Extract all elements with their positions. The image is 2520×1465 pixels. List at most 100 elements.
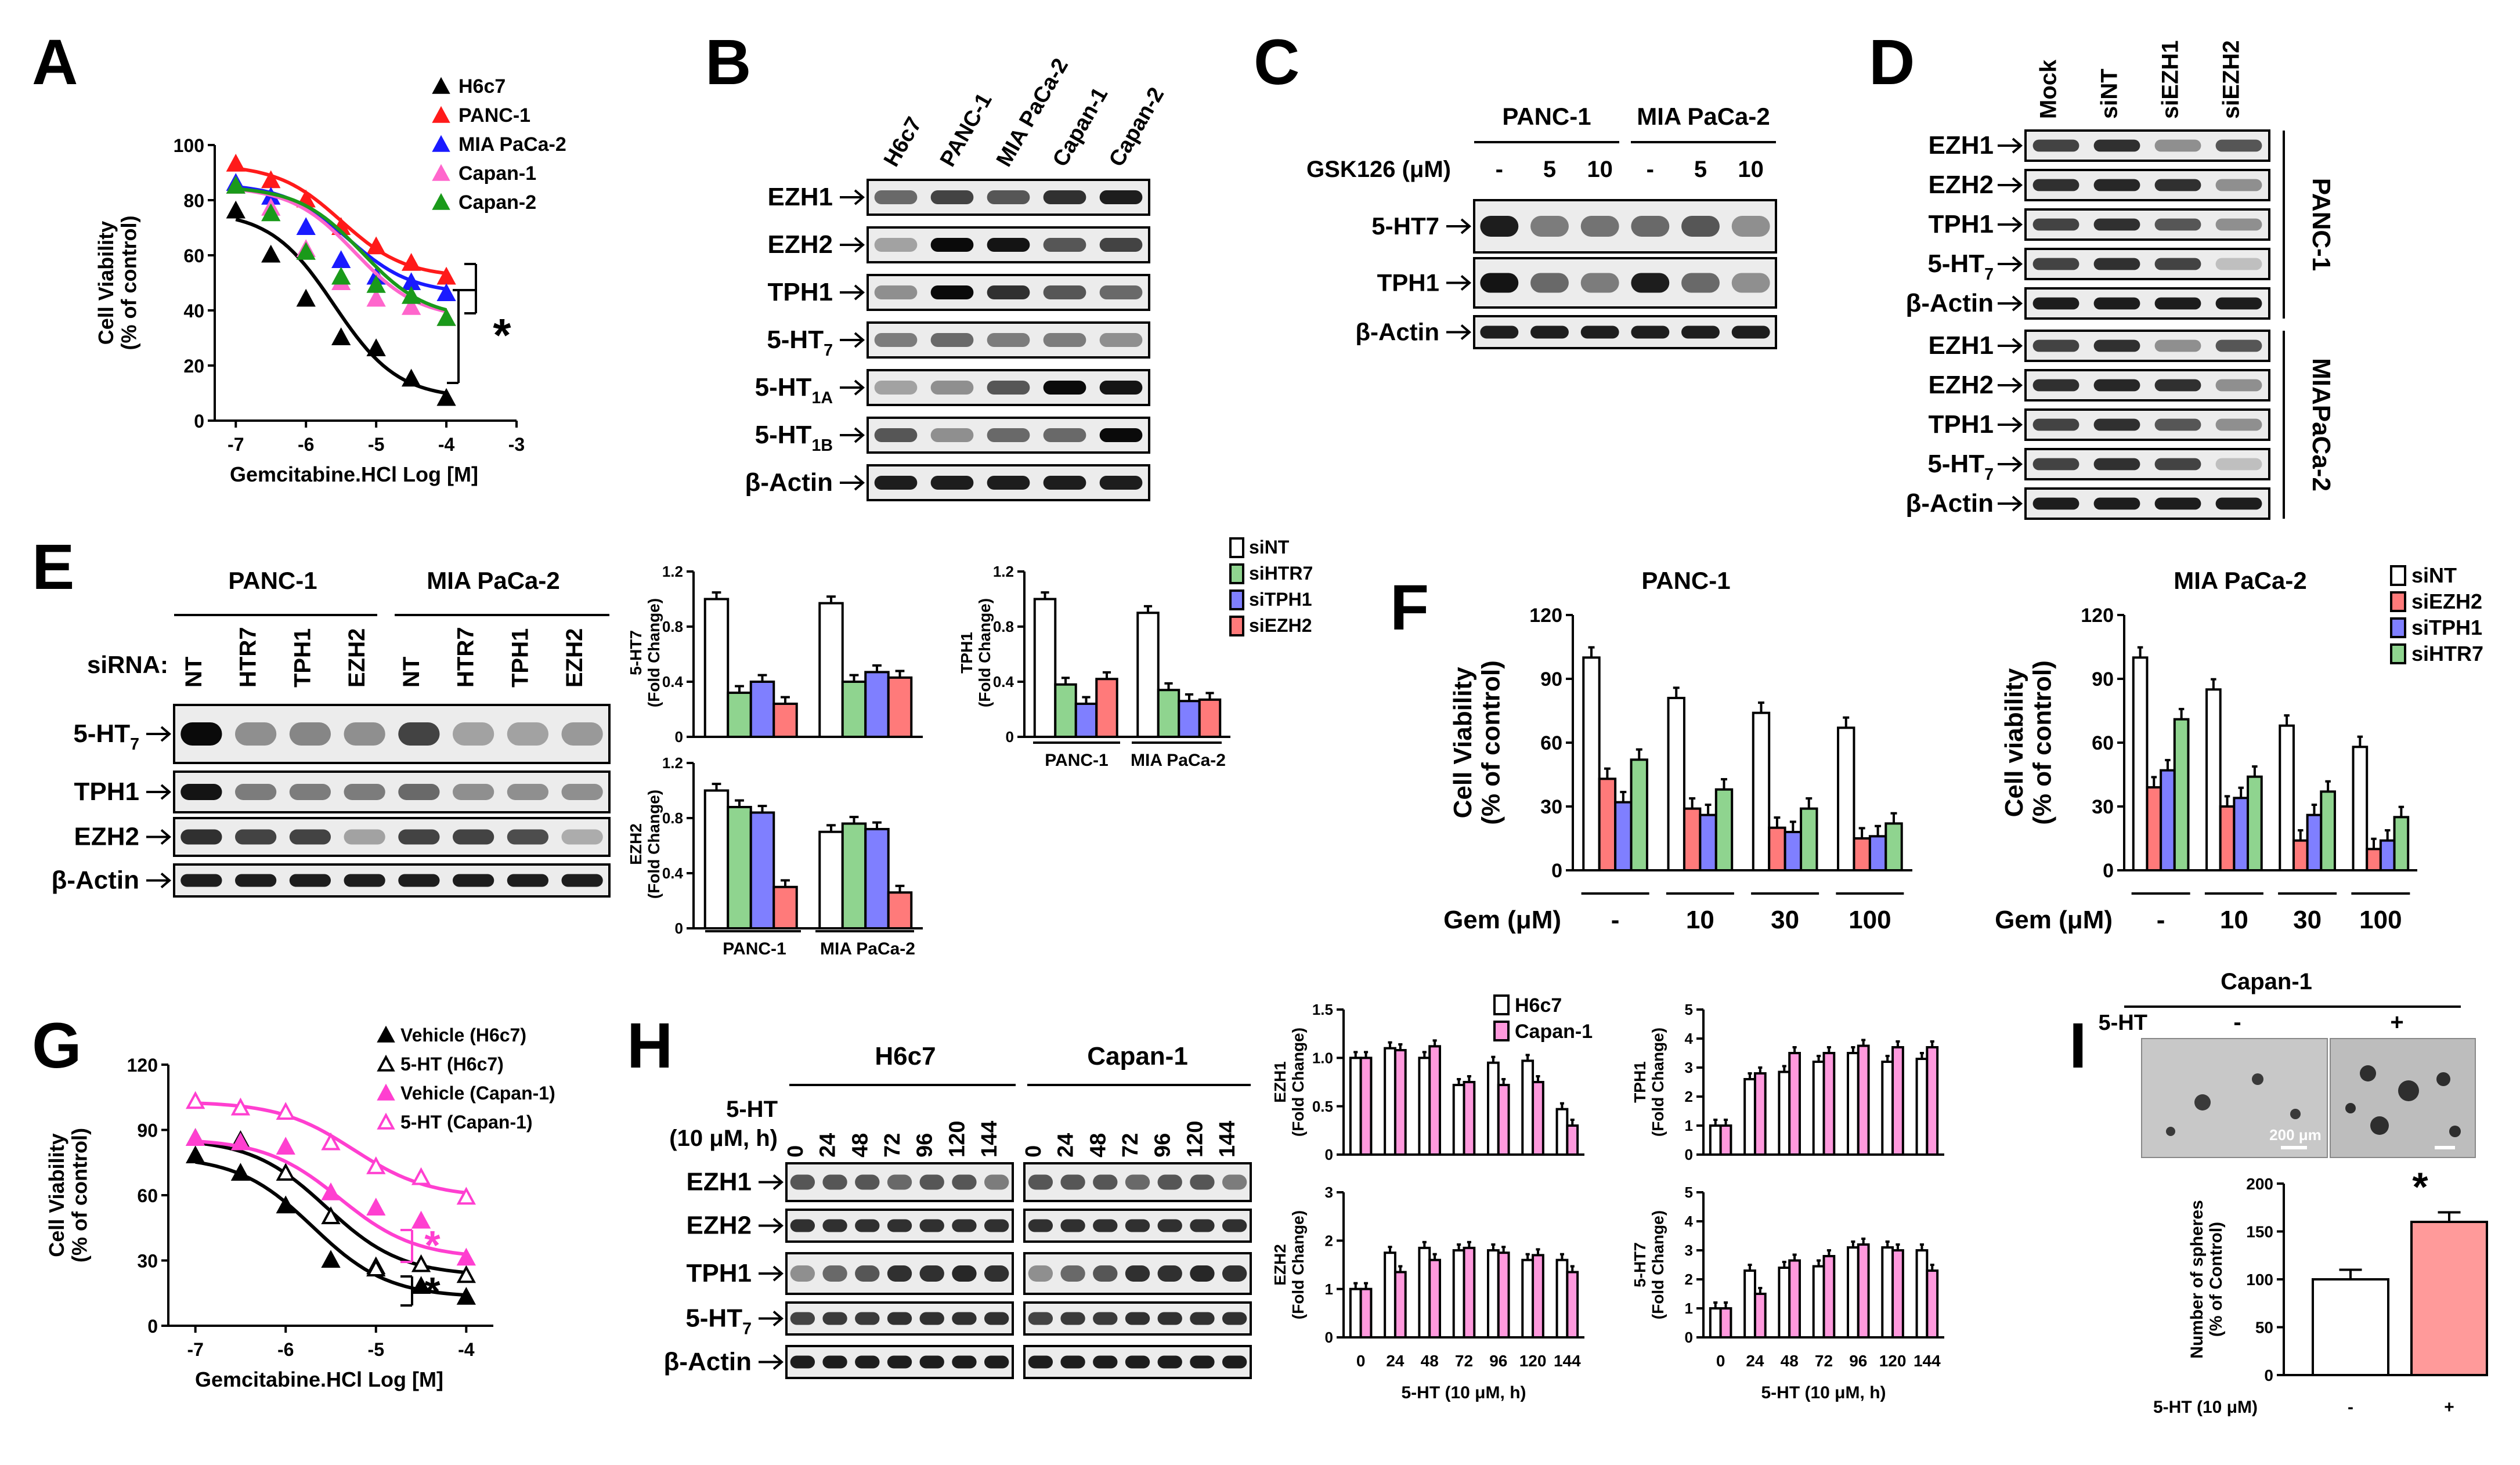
y-tick-label: 0.4 bbox=[662, 864, 684, 882]
blot-d-0-2-band bbox=[2154, 218, 2201, 231]
sirna-label: siRNA: bbox=[87, 651, 168, 678]
blot-d-1-1-band bbox=[2093, 379, 2140, 392]
blot-e-3-band bbox=[180, 874, 222, 887]
x-axis-label: 5-HT (10 μM, h) bbox=[1401, 1383, 1526, 1402]
significance-star: * bbox=[424, 1269, 441, 1314]
y-axis-label: Cell Viability bbox=[1449, 667, 1477, 818]
blot-h1-0-band bbox=[919, 1174, 944, 1190]
bar-sitph1 bbox=[1614, 801, 1633, 871]
y-axis-label: (Fold Change) bbox=[1649, 1210, 1667, 1319]
data-point bbox=[321, 1250, 341, 1268]
blot-arrowhead bbox=[2012, 417, 2023, 433]
blot-d-1-1-band bbox=[2215, 379, 2262, 392]
blot-b-5-band bbox=[1043, 428, 1086, 442]
blot-e-3-band bbox=[344, 874, 385, 887]
x-tick-label: -5 bbox=[368, 434, 384, 455]
blot-h1-0-band bbox=[822, 1174, 847, 1190]
y-tick-label: 0 bbox=[1685, 1329, 1693, 1346]
bar-capan-1 bbox=[1719, 1307, 1732, 1339]
lane-label: Capan-2 bbox=[1104, 84, 1169, 171]
group-label: MIAPaCa-2 bbox=[2307, 358, 2335, 491]
bar-sihtr7 bbox=[841, 681, 867, 738]
dose-label: - bbox=[1496, 157, 1503, 182]
blot-h2-0-band bbox=[1125, 1174, 1150, 1190]
blot-c-1-band bbox=[1530, 273, 1569, 293]
blot-row-label: 5-HT7 bbox=[1371, 212, 1439, 240]
chart-title: MIA PaCa-2 bbox=[2174, 567, 2307, 594]
data-point bbox=[186, 1145, 205, 1163]
blot-row-label: β-Actin bbox=[1905, 489, 1994, 518]
lane-label: 24 bbox=[1054, 1133, 1078, 1157]
scale-bar-label: 200 μm bbox=[2269, 1126, 2322, 1144]
bar-capan-1 bbox=[1891, 1249, 1904, 1339]
blot-d-1-1-band bbox=[2032, 379, 2079, 392]
blot-h2-3-band bbox=[1125, 1312, 1150, 1325]
blot-arrowhead bbox=[2012, 377, 2023, 393]
bar-sitph1 bbox=[864, 671, 890, 738]
blot-h1-4-band bbox=[855, 1355, 880, 1369]
legend-entry: siTPH1 bbox=[1249, 589, 1312, 610]
y-tick-label: 100 bbox=[2246, 1271, 2273, 1289]
data-point bbox=[296, 288, 316, 307]
blot-e-0-band bbox=[344, 722, 385, 746]
bar-sint bbox=[1667, 697, 1685, 871]
y-tick-label: 60 bbox=[2092, 732, 2114, 754]
blot-c-1-band bbox=[1580, 273, 1619, 293]
blot-e-1-band bbox=[561, 784, 603, 800]
blot-e-0-band bbox=[180, 722, 222, 746]
sphere-dot bbox=[2436, 1072, 2450, 1086]
blot-arrowhead bbox=[2012, 256, 2023, 272]
blot-d-0-0-band bbox=[2154, 139, 2201, 152]
bar-sitph1 bbox=[2160, 769, 2176, 871]
bar-sitph1 bbox=[749, 811, 775, 929]
legend-entry: siEZH2 bbox=[1249, 615, 1312, 636]
blot-h1-2-band bbox=[952, 1265, 977, 1282]
blot-b-0-band bbox=[1043, 190, 1086, 204]
blot-arrowhead bbox=[2012, 138, 2023, 154]
bar-capan-1 bbox=[1788, 1259, 1801, 1339]
blot-e-2-band bbox=[561, 829, 603, 845]
legend-entry: siHTR7 bbox=[1249, 563, 1313, 584]
blot-h2-3-band bbox=[1222, 1312, 1247, 1325]
y-tick-label: 200 bbox=[2246, 1175, 2273, 1193]
x-tick-label: 48 bbox=[1781, 1352, 1799, 1370]
bar-sitph1 bbox=[1178, 700, 1201, 738]
legend-entry: Vehicle (H6c7) bbox=[400, 1025, 526, 1046]
bar-siezh2 bbox=[887, 676, 913, 738]
blot-arrowhead bbox=[854, 237, 865, 253]
x-tick-label: + bbox=[2444, 1398, 2454, 1417]
data-point bbox=[230, 1097, 251, 1116]
dose-label: 10 bbox=[1587, 157, 1613, 182]
y-axis-label: (% of control) bbox=[68, 1128, 92, 1263]
blot-h2-2-band bbox=[1157, 1265, 1182, 1282]
legend-swatch bbox=[2390, 591, 2406, 612]
category-label: PANC-1 bbox=[723, 939, 786, 958]
blot-h1-0-band bbox=[790, 1174, 815, 1190]
blot-e-1-band bbox=[453, 784, 494, 800]
blot-b-1-band bbox=[874, 238, 918, 252]
bar-sihtr7 bbox=[2173, 718, 2190, 871]
bar-siezh2 bbox=[1853, 837, 1871, 871]
blot-d-0-3-band bbox=[2215, 258, 2262, 270]
blot-h2-4-band bbox=[1222, 1355, 1247, 1369]
data-point bbox=[296, 242, 316, 260]
dose-label: 10 bbox=[2220, 906, 2248, 934]
lane-label: HTR7 bbox=[236, 627, 261, 688]
blot-b-2-band bbox=[1099, 285, 1143, 299]
blot-b-2-band bbox=[987, 285, 1030, 299]
blot-b-0-band bbox=[1099, 190, 1143, 204]
blot-b-3-band bbox=[1099, 333, 1143, 347]
legend-swatch bbox=[2390, 565, 2406, 586]
x-tick-label: 96 bbox=[1849, 1352, 1867, 1370]
chart-title: PANC-1 bbox=[1641, 567, 1730, 594]
blot-b-1-band bbox=[1099, 238, 1143, 252]
data-point bbox=[226, 176, 245, 194]
blot-b-6-band bbox=[930, 476, 974, 490]
x-tick-label: -4 bbox=[438, 434, 455, 455]
blot-arrowhead bbox=[2012, 495, 2023, 512]
lane-label: 48 bbox=[848, 1133, 872, 1157]
blot-c-0-band bbox=[1681, 216, 1720, 237]
blot-h1-3-band bbox=[822, 1312, 847, 1325]
legend-entry: siNT bbox=[2411, 563, 2457, 587]
data-point bbox=[261, 244, 281, 263]
